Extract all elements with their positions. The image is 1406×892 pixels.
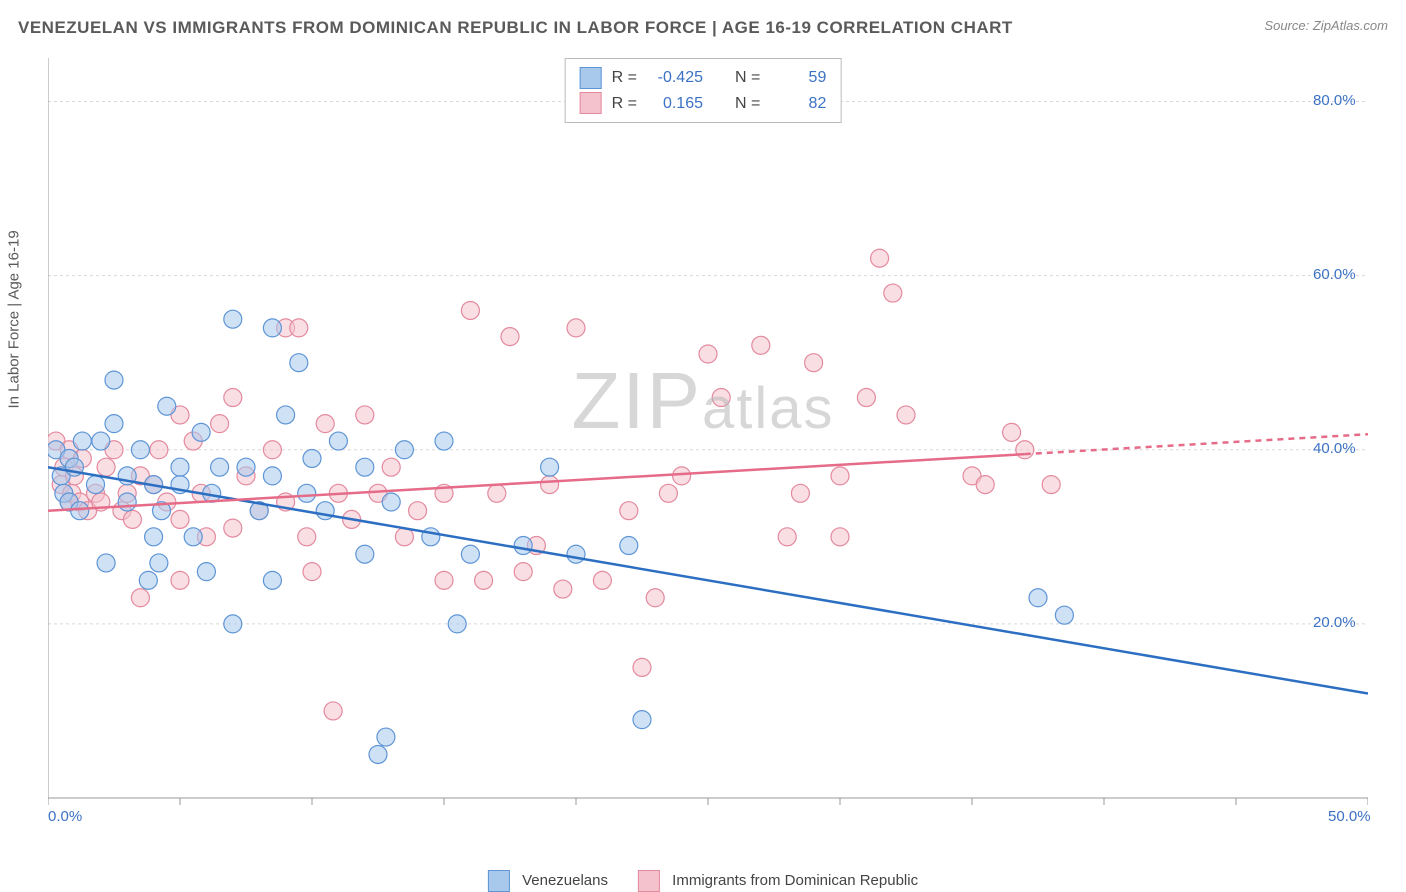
stats-r-label: R = bbox=[612, 91, 637, 117]
stats-n-value-0: 59 bbox=[770, 65, 826, 91]
chart-title: VENEZUELAN VS IMMIGRANTS FROM DOMINICAN … bbox=[18, 18, 1013, 38]
stats-swatch-1 bbox=[580, 92, 602, 114]
source-name: ZipAtlas.com bbox=[1313, 18, 1388, 33]
stats-r-label: R = bbox=[612, 65, 637, 91]
y-tick-label: 20.0% bbox=[1313, 614, 1356, 631]
stats-n-label: N = bbox=[735, 91, 760, 117]
y-axis-label: In Labor Force | Age 16-19 bbox=[6, 230, 23, 408]
stats-row-series-1: R = 0.165 N = 82 bbox=[580, 91, 827, 117]
correlation-stats-box: R = -0.425 N = 59 R = 0.165 N = 82 bbox=[565, 58, 842, 123]
chart-svg bbox=[48, 58, 1368, 818]
stats-row-series-0: R = -0.425 N = 59 bbox=[580, 65, 827, 91]
legend-swatch-1 bbox=[638, 870, 660, 892]
stats-n-label: N = bbox=[735, 65, 760, 91]
y-tick-label: 40.0% bbox=[1313, 440, 1356, 457]
bottom-legend: Venezuelans Immigrants from Dominican Re… bbox=[488, 870, 918, 892]
y-tick-label: 80.0% bbox=[1313, 92, 1356, 109]
legend-label-1: Immigrants from Dominican Republic bbox=[672, 872, 918, 889]
stats-swatch-0 bbox=[580, 67, 602, 89]
legend-swatch-0 bbox=[488, 870, 510, 892]
x-tick-label: 0.0% bbox=[48, 808, 82, 825]
scatter-plot bbox=[48, 58, 1368, 818]
legend-item-1: Immigrants from Dominican Republic bbox=[638, 870, 918, 892]
x-tick-label: 50.0% bbox=[1328, 808, 1371, 825]
stats-n-value-1: 82 bbox=[770, 91, 826, 117]
legend-label-0: Venezuelans bbox=[522, 872, 608, 889]
chart-source: Source: ZipAtlas.com bbox=[1264, 18, 1388, 33]
y-tick-label: 60.0% bbox=[1313, 266, 1356, 283]
stats-r-value-1: 0.165 bbox=[647, 91, 703, 117]
chart-header: VENEZUELAN VS IMMIGRANTS FROM DOMINICAN … bbox=[18, 18, 1388, 38]
stats-r-value-0: -0.425 bbox=[647, 65, 703, 91]
source-label: Source: bbox=[1264, 18, 1309, 33]
legend-item-0: Venezuelans bbox=[488, 870, 608, 892]
